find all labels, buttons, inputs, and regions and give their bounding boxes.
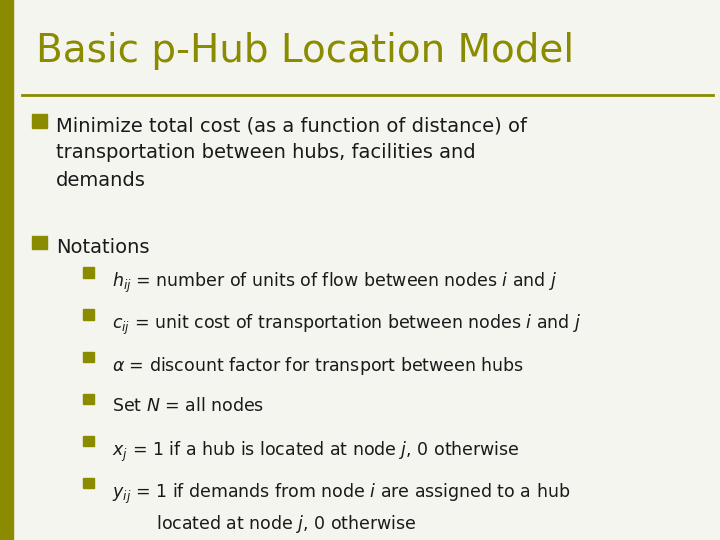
FancyBboxPatch shape — [83, 309, 94, 320]
FancyBboxPatch shape — [83, 394, 94, 404]
FancyBboxPatch shape — [83, 267, 94, 278]
FancyBboxPatch shape — [83, 436, 94, 446]
Text: Minimize total cost (as a function of distance) of
transportation between hubs, : Minimize total cost (as a function of di… — [56, 116, 527, 190]
Text: Set $N$ = all nodes: Set $N$ = all nodes — [112, 397, 264, 415]
FancyBboxPatch shape — [83, 352, 94, 362]
FancyBboxPatch shape — [32, 114, 47, 128]
FancyBboxPatch shape — [32, 236, 47, 249]
Text: $x_j$ = 1 if a hub is located at node $j$, 0 otherwise: $x_j$ = 1 if a hub is located at node $j… — [112, 440, 519, 464]
Text: $h_{ij}$ = number of units of flow between nodes $i$ and $j$: $h_{ij}$ = number of units of flow betwe… — [112, 271, 557, 295]
FancyBboxPatch shape — [0, 0, 13, 540]
Text: $\alpha$ = discount factor for transport between hubs: $\alpha$ = discount factor for transport… — [112, 355, 523, 377]
Text: Notations: Notations — [56, 238, 150, 256]
Text: $y_{ij}$ = 1 if demands from node $i$ are assigned to a hub
        located at n: $y_{ij}$ = 1 if demands from node $i$ ar… — [112, 482, 570, 535]
FancyBboxPatch shape — [83, 478, 94, 488]
Text: $c_{ij}$ = unit cost of transportation between nodes $i$ and $j$: $c_{ij}$ = unit cost of transportation b… — [112, 313, 581, 338]
Text: Basic p-Hub Location Model: Basic p-Hub Location Model — [36, 32, 574, 70]
